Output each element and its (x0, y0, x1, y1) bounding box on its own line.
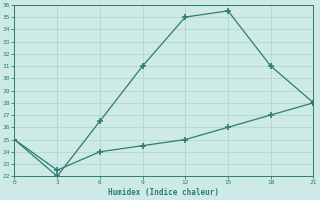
X-axis label: Humidex (Indice chaleur): Humidex (Indice chaleur) (108, 188, 220, 197)
